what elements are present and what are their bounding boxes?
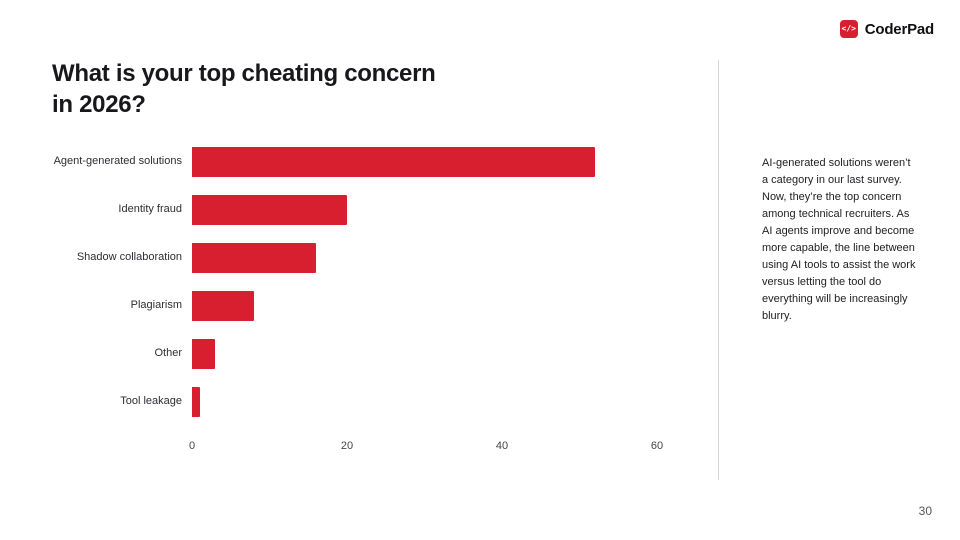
bar-track bbox=[192, 387, 688, 417]
bar-rows: Agent-generated solutions Identity fraud S… bbox=[52, 138, 688, 426]
bar bbox=[192, 243, 316, 273]
logo-text: CoderPad bbox=[864, 20, 934, 38]
bar-label: Other bbox=[154, 347, 182, 360]
chart-row: Tool leakage bbox=[52, 378, 688, 426]
bar-track bbox=[192, 339, 688, 369]
chart-row: Other bbox=[52, 330, 688, 378]
bar-label: Shadow collaboration bbox=[76, 251, 182, 264]
chart-row: Agent-generated solutions bbox=[52, 138, 688, 186]
x-tick-label: 0 bbox=[188, 440, 196, 452]
chart-row: Plagiarism bbox=[52, 282, 688, 330]
bar-label: Tool leakage bbox=[120, 395, 182, 408]
bar-chart: Agent-generated solutions Identity fraud S… bbox=[52, 138, 688, 460]
bar-label: Identity fraud bbox=[118, 203, 182, 216]
bar-track bbox=[192, 195, 688, 225]
page-number: 30 bbox=[918, 504, 932, 518]
chart-row: Shadow collaboration bbox=[52, 234, 688, 282]
x-tick-label: 60 bbox=[650, 440, 664, 452]
bar-track bbox=[192, 243, 688, 273]
bar-label: Plagiarism bbox=[130, 299, 182, 312]
bar-track bbox=[192, 147, 688, 177]
x-tick-label: 20 bbox=[340, 440, 354, 452]
code-brackets-icon: </> bbox=[839, 20, 858, 38]
x-axis: 0 20 40 60 bbox=[188, 434, 688, 460]
bar-label: Agent-generated solutions bbox=[53, 155, 182, 168]
bar bbox=[192, 147, 595, 177]
bar bbox=[192, 387, 200, 417]
bar-track bbox=[192, 291, 688, 321]
coderpad-logo: </> CoderPad bbox=[839, 20, 934, 38]
vertical-divider bbox=[718, 60, 719, 480]
x-tick-label: 40 bbox=[495, 440, 509, 452]
commentary-text: AI-generated solutions weren’t a categor… bbox=[762, 157, 916, 323]
chart-row: Identity fraud bbox=[52, 186, 688, 234]
bar bbox=[192, 339, 216, 369]
bar bbox=[192, 195, 347, 225]
slide-title: What is your top cheating concern in 202… bbox=[52, 60, 436, 119]
bar bbox=[192, 291, 254, 321]
